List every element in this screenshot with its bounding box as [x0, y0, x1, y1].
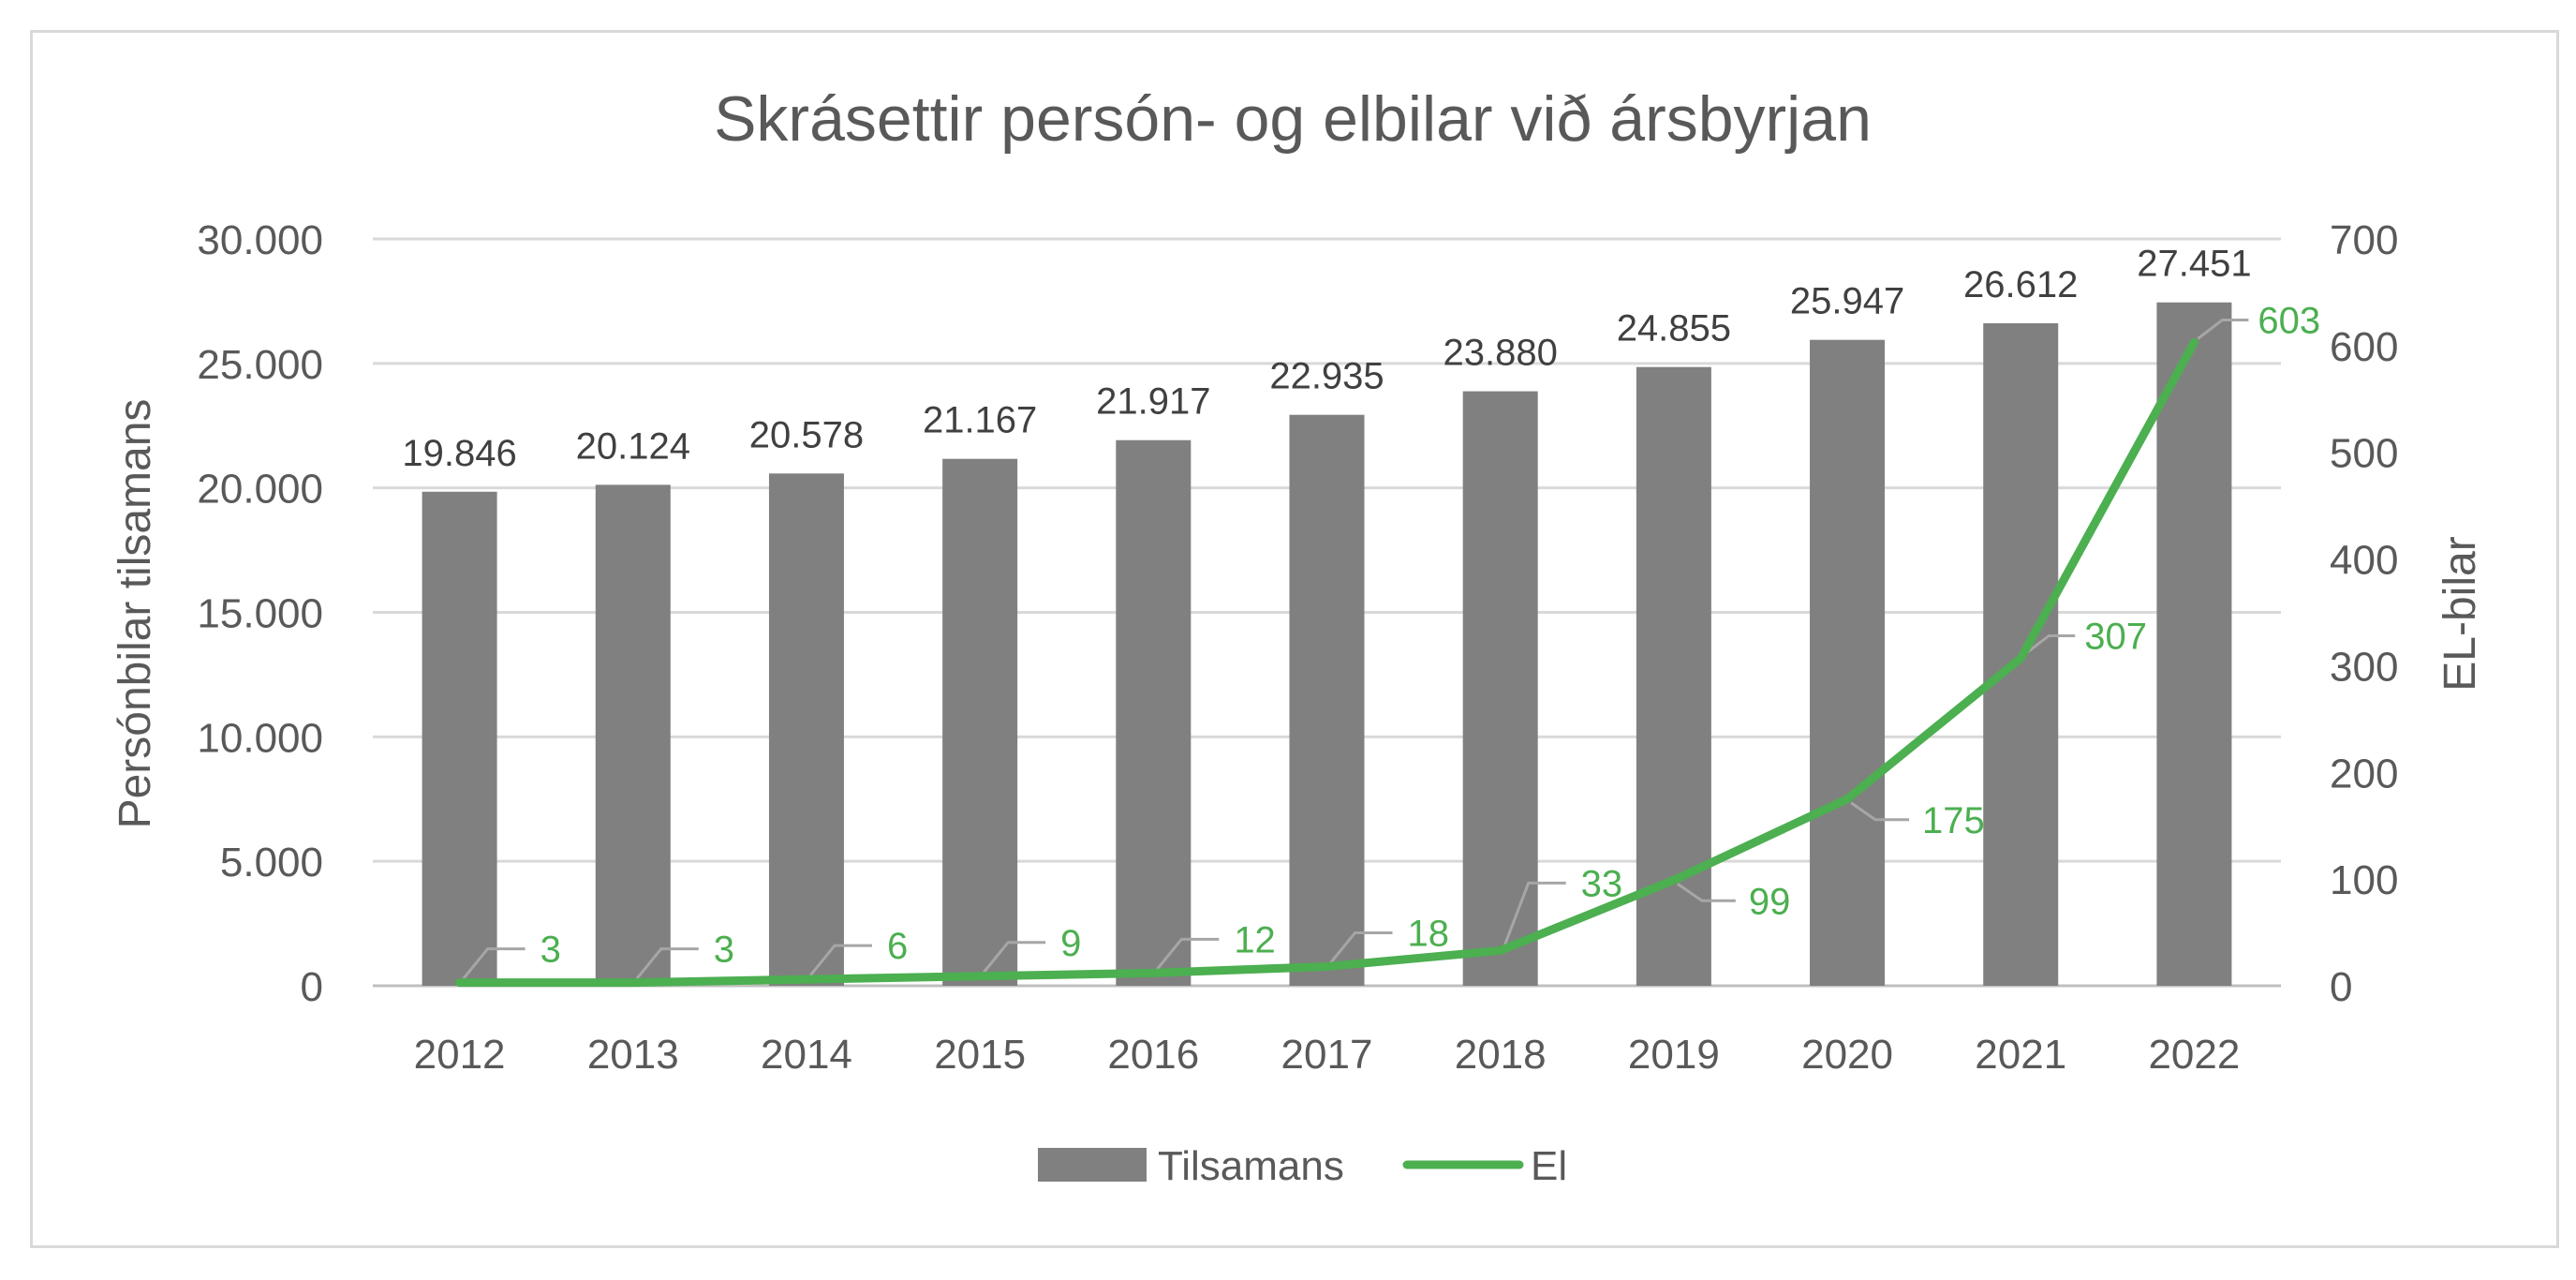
el-data-label: 603 [2258, 300, 2320, 341]
bar-data-label: 26.612 [1963, 264, 2078, 305]
leader-line [1329, 931, 1393, 964]
el-data-label: 6 [887, 926, 908, 967]
leader-line [462, 947, 526, 980]
leader-line [2023, 633, 2076, 656]
x-tick-label: 2017 [1281, 1032, 1373, 1078]
y-right-tick-label: 0 [2330, 964, 2352, 1010]
x-tick-label: 2019 [1628, 1032, 1720, 1078]
leader-line [1850, 801, 1910, 822]
bar [1462, 391, 1538, 986]
bar-data-label: 22.935 [1269, 356, 1384, 397]
bar-data-label: 21.167 [923, 400, 1037, 441]
el-data-label: 3 [714, 930, 734, 971]
bar-data-label: 24.855 [1617, 308, 1731, 350]
leader-line [1156, 937, 1220, 971]
x-tick-label: 2020 [1801, 1032, 1893, 1078]
y-right-tick-label: 200 [2330, 751, 2398, 796]
bar-data-label: 21.917 [1096, 381, 1210, 423]
bar [1289, 414, 1365, 987]
bar-data-label: 27.451 [2137, 244, 2251, 285]
y-right-tick-label: 100 [2330, 857, 2398, 903]
x-tick-label: 2021 [1975, 1032, 2066, 1078]
y-left-tick-label: 5.000 [220, 840, 323, 886]
bar-data-label: 19.846 [402, 433, 516, 474]
y-right-axis-label: EL-bilar [2435, 536, 2485, 691]
y-left-tick-label: 25.000 [197, 342, 323, 388]
leader-line [808, 944, 872, 977]
el-series-line [455, 337, 2198, 988]
bar-data-label: 20.124 [576, 425, 690, 467]
line-series [455, 337, 2198, 988]
x-tick-label: 2018 [1455, 1032, 1547, 1078]
y-right-tick-label: 300 [2330, 644, 2398, 690]
bar-data-label: 20.578 [749, 414, 864, 455]
x-tick-label: 2012 [414, 1032, 506, 1078]
el-data-label: 12 [1234, 919, 1276, 960]
leader-line [1503, 881, 1566, 947]
x-tick-label: 2022 [2148, 1032, 2240, 1078]
el-data-label: 175 [1922, 800, 1985, 841]
y-right-tick-label: 500 [2330, 431, 2398, 477]
legend-label-el: El [1531, 1143, 1567, 1189]
y-left-tick-label: 15.000 [197, 591, 323, 637]
x-tick-label: 2013 [587, 1032, 679, 1078]
leader-line [1677, 883, 1736, 902]
bar [1116, 439, 1192, 986]
el-data-label: 33 [1581, 863, 1623, 904]
bar [1810, 339, 1886, 987]
bar [2156, 302, 2232, 986]
el-data-label: 9 [1060, 923, 1081, 964]
el-data-label: 3 [540, 930, 561, 971]
y-left-tick-label: 10.000 [197, 715, 323, 761]
y-right-tick-label: 600 [2330, 324, 2398, 370]
y-left-tick-label: 20.000 [197, 467, 323, 513]
bar [768, 473, 844, 986]
el-data-label: 18 [1408, 914, 1450, 955]
chart-title: Skrásettir persón- og elbilar við ársbyr… [714, 83, 1872, 155]
legend-label-tilsamans: Tilsamans [1158, 1143, 1344, 1189]
leader-line [635, 947, 699, 980]
axes: 0 5.000 10.000 15.000 20.000 25.000 30.000 0 100… [197, 217, 2398, 1078]
data-labels: 19.846 20.124 20.578 21.167 21.917 22.935 23.8… [402, 244, 2320, 971]
bar [942, 458, 1018, 987]
leader-line [2197, 318, 2249, 340]
y-right-tick-label: 700 [2330, 217, 2398, 263]
x-tick-label: 2015 [934, 1032, 1026, 1078]
legend: Tilsamans El [1038, 1143, 1567, 1189]
y-right-tick-label: 400 [2330, 538, 2398, 584]
x-tick-label: 2014 [761, 1032, 852, 1078]
bar [422, 491, 497, 986]
leader-lines [462, 318, 2249, 980]
legend-swatch-tilsamans [1038, 1148, 1147, 1182]
bar-data-label: 25.947 [1790, 281, 1904, 322]
y-left-tick-label: 30.000 [197, 217, 323, 263]
bar-series [422, 302, 2232, 987]
y-left-axis-label: Persónbilar tilsamans [111, 399, 160, 829]
bar [595, 484, 671, 986]
el-data-label: 99 [1749, 881, 1791, 922]
bar-data-label: 23.880 [1443, 333, 1558, 374]
x-tick-label: 2016 [1107, 1032, 1199, 1078]
y-left-tick-label: 0 [301, 964, 323, 1010]
el-data-label: 307 [2084, 616, 2147, 657]
leader-line [982, 941, 1046, 974]
